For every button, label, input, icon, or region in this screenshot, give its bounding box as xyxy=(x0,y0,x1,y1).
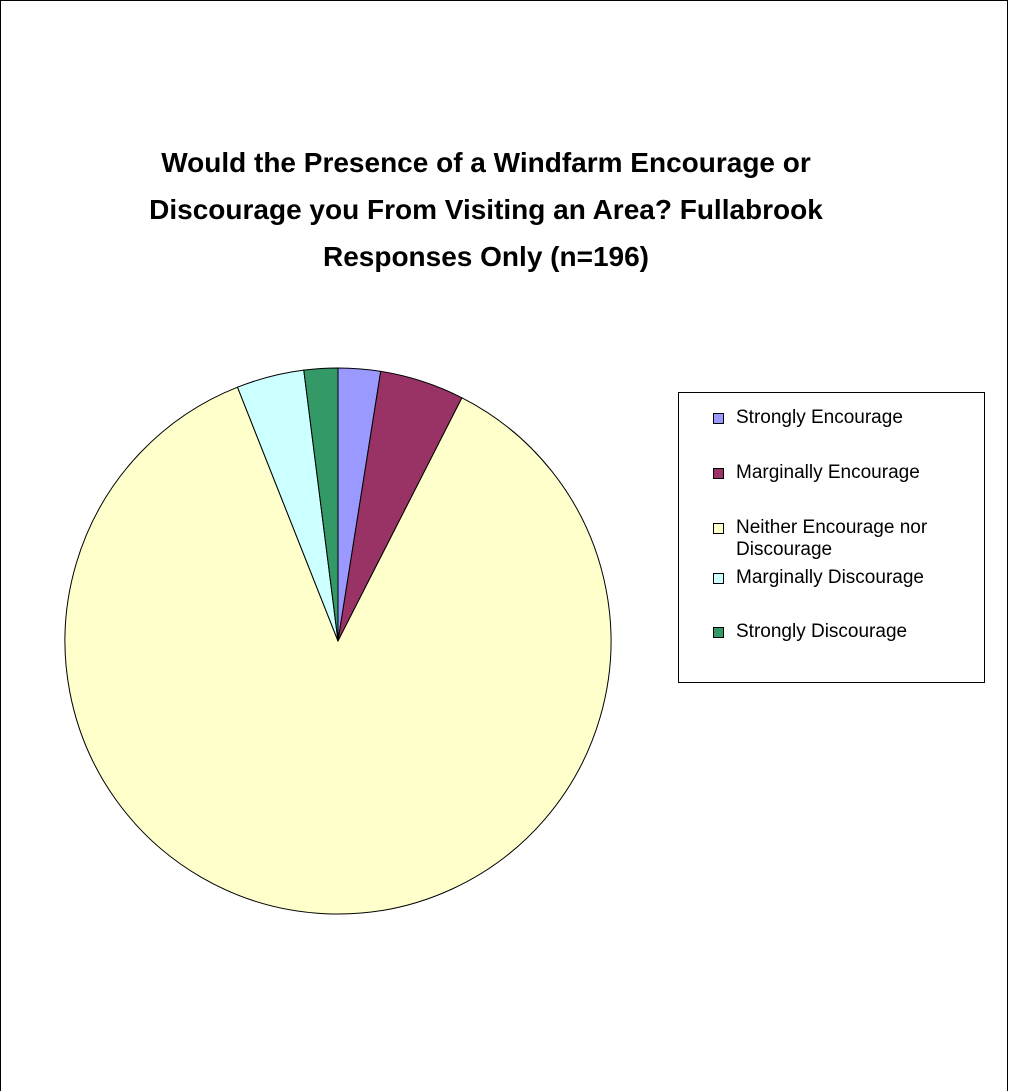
legend-label-strongly-encourage: Strongly Encourage xyxy=(736,407,903,428)
legend-label-neither: Neither Encourage nor Discourage xyxy=(736,517,928,560)
legend-label-strongly-discourage: Strongly Discourage xyxy=(736,621,908,642)
legend-label-marginally-encourage: Marginally Encourage xyxy=(736,462,920,483)
chart-title-line-1: Would the Presence of a Windfarm Encoura… xyxy=(161,147,811,178)
pie-slice-strongly-discourage xyxy=(303,367,339,642)
legend-swatch-strongly-encourage xyxy=(713,413,724,424)
legend-swatch-marginally-discourage xyxy=(713,573,724,584)
pie-slice-neither xyxy=(64,386,612,915)
legend-swatch-neither xyxy=(713,523,724,534)
chart-title: Would the Presence of a Windfarm Encoura… xyxy=(61,139,911,280)
legend-label-marginally-discourage: Marginally Discourage xyxy=(736,567,924,588)
legend: Strongly Encourage Marginally Encourage … xyxy=(678,392,985,683)
chart-title-line-2: Discourage you From Visiting an Area? Fu… xyxy=(149,194,823,225)
chart-title-line-3: Responses Only (n=196) xyxy=(322,241,649,272)
legend-swatch-marginally-encourage xyxy=(713,468,724,479)
legend-swatch-strongly-discourage xyxy=(713,627,724,638)
